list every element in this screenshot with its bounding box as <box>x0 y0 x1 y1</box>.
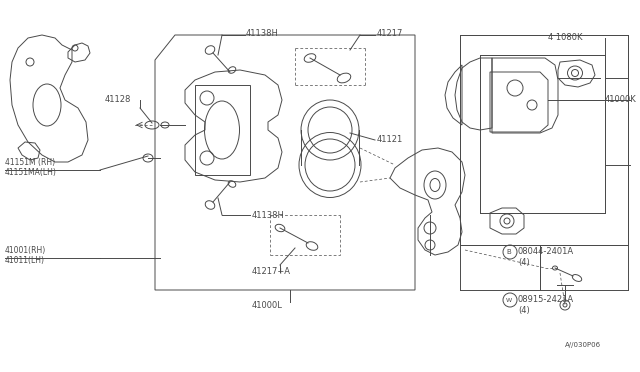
Text: 41151MA(LH): 41151MA(LH) <box>5 167 57 176</box>
Text: 41128: 41128 <box>105 96 131 105</box>
Text: B: B <box>507 249 511 255</box>
Text: (4): (4) <box>518 257 530 266</box>
Text: 41138H: 41138H <box>246 29 279 38</box>
Text: 41000K: 41000K <box>605 96 637 105</box>
Text: 41217+A: 41217+A <box>252 267 291 276</box>
Text: 41151M (RH): 41151M (RH) <box>5 157 55 167</box>
Text: 41138H: 41138H <box>252 211 285 219</box>
Bar <box>460 35 628 245</box>
Text: A//030P06: A//030P06 <box>565 342 601 348</box>
Text: 08044-2401A: 08044-2401A <box>518 247 574 257</box>
Text: (4): (4) <box>518 305 530 314</box>
Text: 41000L: 41000L <box>252 301 283 310</box>
Bar <box>480 55 605 213</box>
Bar <box>195 85 250 175</box>
Text: 41121: 41121 <box>377 135 403 144</box>
Text: 41001(RH): 41001(RH) <box>5 246 46 254</box>
Text: 41217: 41217 <box>377 29 403 38</box>
Text: W: W <box>506 298 512 302</box>
Text: 4 1080K: 4 1080K <box>548 33 582 42</box>
Text: 08915-2421A: 08915-2421A <box>518 295 574 305</box>
Text: 41011(LH): 41011(LH) <box>5 256 45 264</box>
